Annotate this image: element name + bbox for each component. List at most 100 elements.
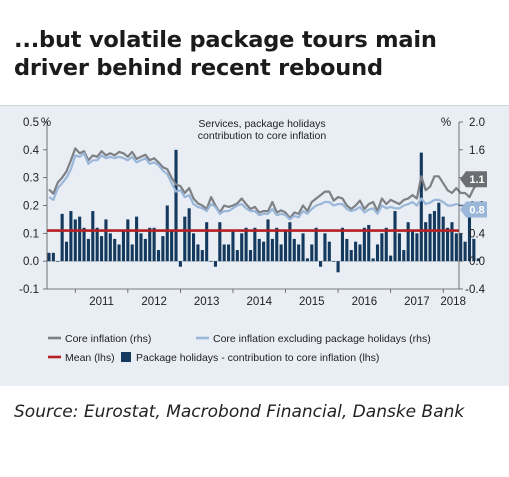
chart-annotation-line2: contribution to core inflation xyxy=(198,130,327,142)
bar xyxy=(310,244,314,262)
bar xyxy=(371,258,375,262)
bar xyxy=(345,238,349,262)
legend-label: Core inflation excluding package holiday… xyxy=(213,333,431,345)
axes-group: -0.10.00.10.20.30.40.5-0.40.00.40.81.21.… xyxy=(19,117,485,308)
bar xyxy=(314,227,318,262)
chart-svg: -0.10.00.10.20.30.40.5-0.40.00.40.81.21.… xyxy=(19,117,487,364)
right-tick-label: 1.6 xyxy=(469,145,485,157)
bar xyxy=(73,219,77,262)
bar xyxy=(393,211,397,262)
bar xyxy=(340,227,345,262)
bar xyxy=(270,238,274,262)
bar xyxy=(380,233,384,262)
right-tick-label: 0.0 xyxy=(469,256,485,268)
bar xyxy=(279,244,283,262)
x-tick-label: 2014 xyxy=(246,296,272,308)
bar xyxy=(262,241,266,262)
bar xyxy=(240,233,244,262)
bar xyxy=(231,230,235,262)
bar xyxy=(472,238,476,262)
left-tick-label: 0.2 xyxy=(23,201,39,213)
left-tick-label: 0.0 xyxy=(23,256,39,268)
bar xyxy=(367,224,371,262)
bar xyxy=(227,244,231,262)
bar xyxy=(187,208,191,262)
line-series-group xyxy=(48,147,480,221)
bar xyxy=(358,244,362,262)
bar xyxy=(117,244,121,262)
end-label-value: 0.8 xyxy=(469,205,484,217)
bar-series-group xyxy=(47,149,480,273)
bar xyxy=(222,244,226,262)
bar xyxy=(86,238,90,262)
bar xyxy=(244,227,248,262)
bar xyxy=(257,238,261,262)
source-note: Source: Eurostat, Macrobond Financial, D… xyxy=(14,402,465,422)
bar xyxy=(100,236,104,262)
bar xyxy=(148,227,152,262)
bar xyxy=(323,233,327,262)
chart-area: -0.10.00.10.20.30.40.5-0.40.00.40.81.21.… xyxy=(0,106,509,386)
bar xyxy=(135,216,139,262)
bar xyxy=(156,250,161,262)
bar xyxy=(235,250,239,262)
bar xyxy=(424,222,428,262)
bar xyxy=(463,241,467,262)
x-tick-label: 2012 xyxy=(141,296,167,308)
bar xyxy=(428,213,432,262)
bar xyxy=(130,244,134,262)
left-tick-label: -0.1 xyxy=(19,284,39,296)
bar xyxy=(384,227,388,262)
bar xyxy=(327,241,331,262)
core-ex-package-line xyxy=(48,152,479,221)
left-tick-label: 0.4 xyxy=(23,145,40,157)
bar xyxy=(266,219,270,262)
bar xyxy=(332,261,336,262)
end-label-value: 1.1 xyxy=(469,174,484,186)
bar xyxy=(60,213,64,262)
bar xyxy=(441,216,445,262)
chart-annotation-line1: Services, package holidays xyxy=(198,118,325,130)
bar xyxy=(47,252,51,262)
bar xyxy=(419,152,423,262)
bar xyxy=(375,244,380,262)
bar xyxy=(450,222,454,262)
x-tick-label: 2011 xyxy=(89,296,114,308)
left-tick-label: 0.3 xyxy=(23,173,39,185)
x-tick-label: 2018 xyxy=(440,296,466,308)
bar xyxy=(178,261,182,267)
bar xyxy=(446,227,450,262)
bar xyxy=(82,227,86,262)
bar xyxy=(402,250,406,262)
x-tick-label: 2015 xyxy=(299,296,325,308)
bar xyxy=(165,205,169,262)
bar xyxy=(410,230,415,262)
bar xyxy=(113,238,117,262)
bar xyxy=(467,205,472,262)
bar xyxy=(218,222,222,262)
x-tick-label: 2016 xyxy=(352,296,378,308)
legend-label: Package holidays - contribution to core … xyxy=(136,352,379,364)
bar xyxy=(143,238,147,262)
bar xyxy=(454,233,458,262)
chart-header: ...but volatile package tours main drive… xyxy=(0,0,509,106)
bar xyxy=(191,233,196,262)
bar xyxy=(432,211,436,262)
right-axis-unit: % xyxy=(441,117,451,129)
legend-label: Mean (lhs) xyxy=(65,352,115,364)
bar xyxy=(51,252,55,262)
bar xyxy=(406,222,410,262)
bar xyxy=(437,202,441,262)
bar xyxy=(248,250,253,262)
bar xyxy=(349,250,353,262)
bar xyxy=(459,233,463,262)
bar xyxy=(152,227,156,262)
chart-title: ...but volatile package tours main drive… xyxy=(14,27,437,81)
bar xyxy=(275,227,279,262)
bar xyxy=(389,255,393,262)
bar xyxy=(200,250,204,262)
bar xyxy=(174,149,178,262)
bar xyxy=(104,219,108,262)
legend: Core inflation (rhs) Core inflation exclu… xyxy=(48,333,431,364)
